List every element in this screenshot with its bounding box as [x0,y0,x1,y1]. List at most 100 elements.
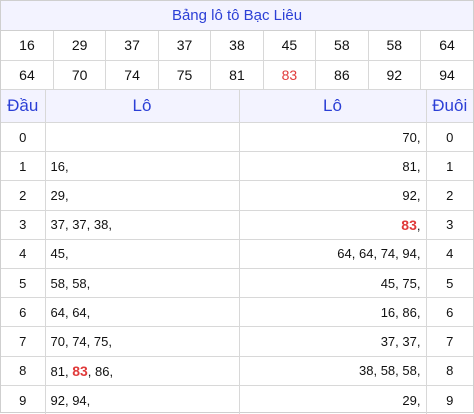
lo-right-list: 70, [239,123,426,152]
lo-value: 37 [72,217,86,232]
result-number-cell: 86 [316,60,368,89]
lo-left-list [45,123,239,152]
result-number-cell: 70 [53,60,105,89]
lo-value: 29 [51,188,65,203]
duoi-digit: 6 [426,298,473,327]
lo-value: 38 [94,217,108,232]
result-number-cell: 58 [316,31,368,60]
lo-right-list: 38, 58, 58, [239,356,426,385]
header-dau: Đầu [1,90,45,123]
lo-value: 64 [51,305,65,320]
result-number-cell: 75 [158,60,210,89]
lo-value: 58 [402,363,416,378]
dau-digit: 1 [1,152,45,181]
lo-value: 92 [402,188,416,203]
dau-digit: 3 [1,210,45,239]
lo-value: 94 [72,393,86,408]
lo-value: 86 [95,364,109,379]
result-number-cell: 94 [421,60,474,89]
lo-value: 75 [402,276,416,291]
lo-left-list: 45, [45,239,239,268]
lo-left-list: 70, 74, 75, [45,327,239,356]
lo-left-list: 92, 94, [45,385,239,414]
lo-right-list: 81, [239,152,426,181]
lo-left-list: 64, 64, [45,298,239,327]
lo-value: 45 [381,276,395,291]
result-number-cell: 37 [106,31,158,60]
lo-left-list: 81, 83, 86, [45,356,239,385]
result-number-cell: 45 [263,31,315,60]
lo-value: 81 [51,364,65,379]
lo-value: 45 [51,246,65,261]
result-number-cell: 58 [368,31,420,60]
result-number-cell: 37 [158,31,210,60]
dau-digit: 4 [1,239,45,268]
lo-value: 83 [401,217,417,233]
result-number-cell: 83 [263,60,315,89]
result-number-cell: 16 [1,31,53,60]
lo-right-list: 37, 37, [239,327,426,356]
lo-value: 75 [94,334,108,349]
duoi-digit: 3 [426,210,473,239]
lo-right-list: 92, [239,181,426,210]
board-title: Bảng lô tô Bạc Liêu [1,1,473,31]
lo-left-list: 58, 58, [45,268,239,297]
result-number-cell: 38 [211,31,263,60]
lo-value: 81 [402,159,416,174]
lo-value: 70 [51,334,65,349]
duoi-digit: 5 [426,268,473,297]
dau-digit: 9 [1,385,45,414]
result-number-cell: 29 [53,31,105,60]
lo-value: 58 [381,363,395,378]
lo-right-list: 83, [239,210,426,239]
lo-value: 64 [359,246,373,261]
duoi-digit: 0 [426,123,473,152]
lo-value: 92 [51,393,65,408]
lo-right-list: 45, 75, [239,268,426,297]
lo-value: 74 [381,246,395,261]
header-duoi: Đuôi [426,90,473,123]
duoi-digit: 7 [426,327,473,356]
dau-digit: 2 [1,181,45,210]
lo-value: 16 [51,159,65,174]
result-number-cell: 64 [1,60,53,89]
lo-value: 38 [359,363,373,378]
lo-left-list: 16, [45,152,239,181]
lo-value: 37 [51,217,65,232]
lo-value: 64 [72,305,86,320]
dau-digit: 0 [1,123,45,152]
dau-digit: 7 [1,327,45,356]
header-lo-right: Lô [239,90,426,123]
lo-value: 58 [51,276,65,291]
lo-value: 86 [402,305,416,320]
lo-value: 94 [402,246,416,261]
duoi-digit: 8 [426,356,473,385]
duoi-digit: 9 [426,385,473,414]
result-number-cell: 92 [368,60,420,89]
lo-left-list: 29, [45,181,239,210]
lo-value: 58 [72,276,86,291]
duoi-digit: 4 [426,239,473,268]
lo-value: 16 [381,305,395,320]
lo-value: 74 [72,334,86,349]
lo-value: 29 [402,393,416,408]
header-lo-left: Lô [45,90,239,123]
duoi-digit: 2 [426,181,473,210]
dau-digit: 6 [1,298,45,327]
duoi-digit: 1 [426,152,473,181]
lo-right-list: 29, [239,385,426,414]
result-number-cell: 74 [106,60,158,89]
